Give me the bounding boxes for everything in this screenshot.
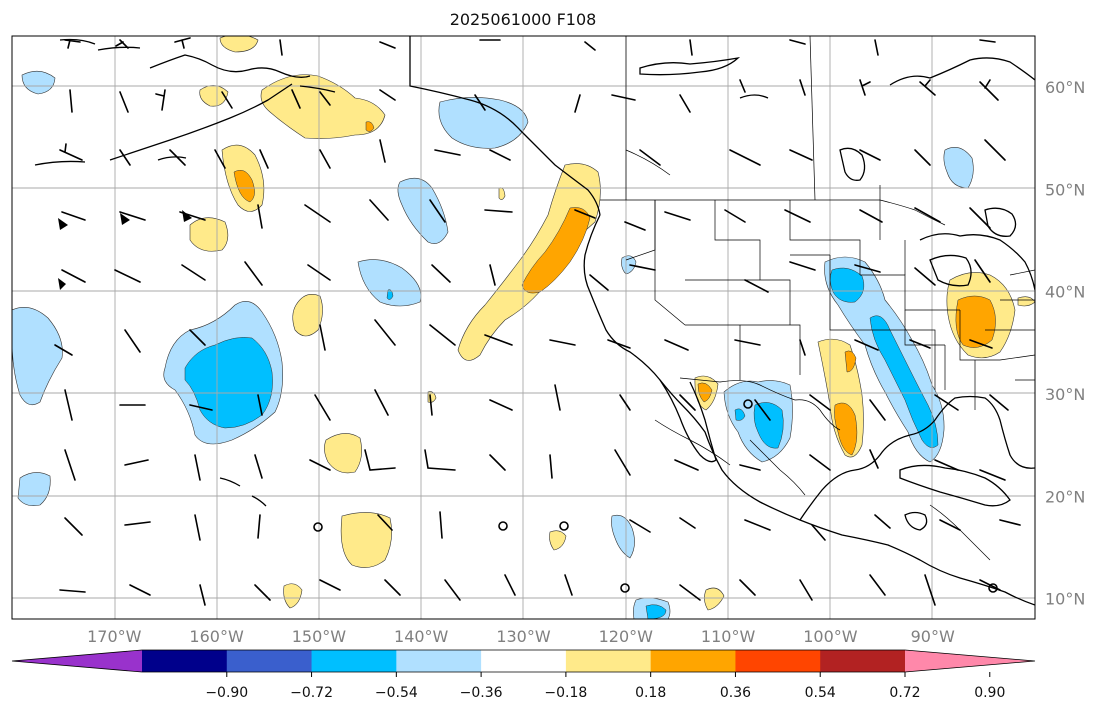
colorbar-label: 0.72	[889, 685, 920, 701]
lat-tick-label: 30°N	[1045, 385, 1085, 404]
lon-tick-label: 160°W	[189, 627, 244, 646]
colorbar-label: −0.54	[375, 685, 418, 701]
negative-moderate-anomaly	[184, 267, 939, 619]
colorbar-segment	[311, 650, 397, 672]
colorbar-segment	[650, 650, 736, 672]
lat-tick-label: 60°N	[1045, 78, 1085, 97]
map-frame	[11, 35, 1036, 620]
colorbar-label: 0.54	[805, 685, 836, 701]
colorbar-outline	[11, 649, 1036, 673]
lon-tick-label: 120°W	[599, 627, 654, 646]
colorbar-segment	[735, 650, 821, 672]
colorbar-label: −0.90	[205, 685, 248, 701]
colorbar-label: 0.18	[635, 685, 666, 701]
lat-tick-label: 40°N	[1045, 283, 1085, 302]
lon-tick-label: 90°W	[911, 627, 955, 646]
colorbar-segment	[142, 650, 228, 672]
colorbar-extend-low	[12, 650, 142, 672]
colorbar-segment	[481, 650, 567, 672]
colorbar-segment	[226, 650, 313, 672]
colorbar-label: 0.90	[974, 685, 1005, 701]
lon-tick-label: 140°W	[394, 627, 449, 646]
lat-tick-label: 10°N	[1045, 590, 1085, 609]
lon-tick-label: 130°W	[496, 627, 551, 646]
lon-tick-label: 150°W	[292, 627, 347, 646]
latitude-labels: 60°N 50°N 40°N 30°N 20°N 10°N	[1045, 78, 1085, 608]
lat-tick-label: 50°N	[1045, 180, 1085, 199]
lat-tick-label: 20°N	[1045, 487, 1085, 506]
colorbar-label: 0.36	[720, 685, 751, 701]
wind-barbs	[54, 37, 1021, 606]
colorbar-segment	[396, 650, 482, 672]
coastlines	[34, 36, 1035, 606]
colorbar: −0.90 −0.72 −0.54 −0.36 −0.18 0.18 0.36 0.54 0.7…	[11, 649, 1036, 701]
wind-flags	[58, 210, 192, 290]
chart-title: 2025061000 F108	[449, 10, 597, 29]
political-borders	[600, 36, 1035, 561]
longitude-labels: 170°W 160°W 150°W 140°W 130°W 120°W 110°W 100°W…	[87, 627, 955, 646]
colorbar-label: −0.36	[460, 685, 503, 701]
lon-tick-label: 100°W	[803, 627, 858, 646]
calm-markers	[313, 399, 998, 593]
colorbar-extend-high	[905, 650, 1035, 672]
positive-moderate-anomaly	[233, 121, 996, 456]
lon-tick-label: 170°W	[87, 627, 142, 646]
colorbar-segment	[820, 650, 906, 672]
colorbar-segment	[565, 650, 652, 672]
lon-tick-label: 110°W	[701, 627, 756, 646]
colorbar-label: −0.18	[544, 685, 587, 701]
colorbar-label: −0.72	[290, 685, 333, 701]
